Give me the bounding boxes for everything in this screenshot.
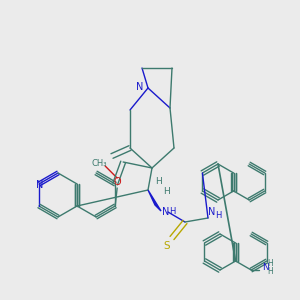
- Text: CH₃: CH₃: [92, 158, 107, 167]
- Text: N: N: [36, 180, 43, 190]
- Text: H: H: [163, 188, 170, 196]
- Text: O: O: [113, 177, 121, 187]
- Polygon shape: [148, 190, 161, 211]
- Text: H: H: [267, 259, 273, 268]
- Text: N: N: [262, 262, 268, 272]
- Text: S: S: [164, 241, 170, 251]
- Text: H: H: [154, 178, 161, 187]
- Text: N: N: [162, 207, 170, 217]
- Text: H: H: [215, 211, 221, 220]
- Text: N: N: [136, 82, 144, 92]
- Text: H: H: [267, 268, 273, 277]
- Text: H: H: [169, 208, 175, 217]
- Text: N: N: [208, 207, 216, 217]
